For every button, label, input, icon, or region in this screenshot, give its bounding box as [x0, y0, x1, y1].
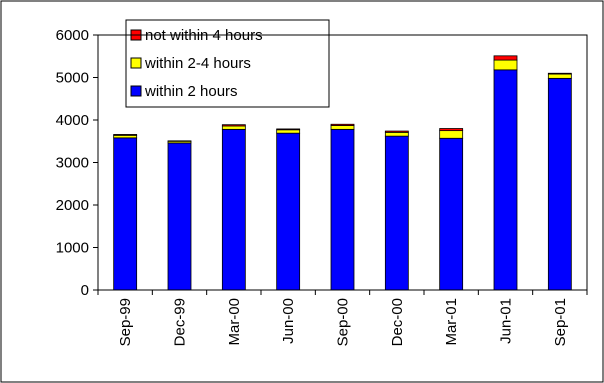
- bar-segment: [276, 128, 301, 131]
- bar-segment: [330, 128, 355, 291]
- x-tick-label: Dec-00: [389, 298, 406, 346]
- y-axis: 0 1000 2000 3000 4000 5000 6000: [56, 27, 98, 299]
- legend-swatch: [130, 85, 142, 97]
- bar-segment: [276, 132, 301, 291]
- y-tick-label: 2000: [56, 197, 89, 214]
- bar-segment: [439, 137, 464, 291]
- x-tick-label: Mar-01: [443, 298, 460, 346]
- y-tick-label: 0: [81, 282, 89, 299]
- bar-segment: [439, 130, 464, 139]
- y-tick-label: 3000: [56, 155, 89, 172]
- bar-segment: [221, 124, 246, 127]
- x-tick-label: Sep-00: [335, 298, 352, 346]
- bar-segment: [113, 137, 138, 291]
- y-tick-label: 5000: [56, 70, 89, 87]
- bar-segment: [384, 135, 409, 291]
- bar-segment: [439, 128, 464, 132]
- bar-segment: [384, 131, 409, 137]
- bar-segment: [547, 73, 572, 79]
- legend-swatch: [130, 57, 142, 69]
- bar-segment: [330, 125, 355, 130]
- x-tick-label: Sep-99: [117, 298, 134, 346]
- bar-segment: [221, 128, 246, 291]
- bar-segment: [493, 55, 518, 61]
- bar-segment: [493, 59, 518, 71]
- bar-segment: [384, 130, 409, 133]
- x-tick-label: Sep-01: [552, 298, 569, 346]
- plot-area: [97, 34, 588, 291]
- x-axis: Sep-99 Dec-99 Mar-00 Jun-00 Sep-00 Dec-00 Mar-…: [97, 290, 588, 346]
- y-tick-label: 1000: [56, 240, 89, 257]
- y-tick-label: 6000: [56, 27, 89, 44]
- bar-segment: [547, 77, 572, 291]
- bar-segment: [221, 125, 246, 130]
- x-tick-label: Dec-99: [172, 298, 189, 346]
- x-tick-label: Mar-00: [226, 298, 243, 346]
- bars: [113, 55, 572, 291]
- x-tick-label: Jun-01: [498, 298, 515, 344]
- x-tick-label: Jun-00: [280, 298, 297, 344]
- bar-segment: [493, 69, 518, 291]
- bar-segment: [113, 134, 138, 136]
- y-tick-label: 4000: [56, 112, 89, 129]
- bar-segment: [167, 142, 192, 291]
- bar-segment: [276, 129, 301, 134]
- legend-label: within 2-4 hours: [144, 55, 251, 72]
- bar-segment: [330, 123, 355, 126]
- bar-segment: [547, 72, 572, 75]
- legend-label: within 2 hours: [144, 83, 238, 100]
